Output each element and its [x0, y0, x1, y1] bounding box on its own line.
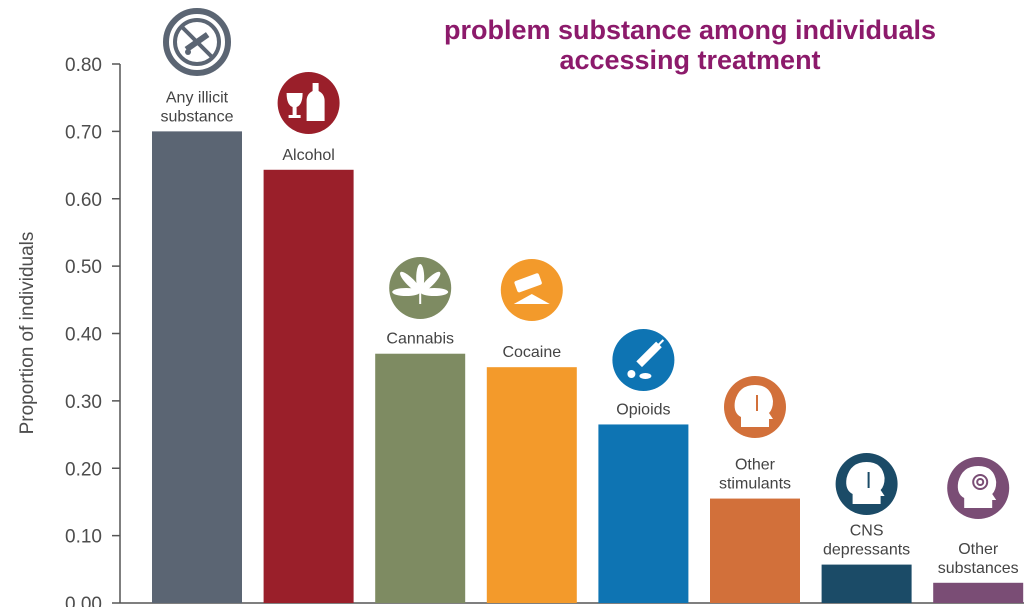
bar	[821, 564, 912, 603]
category-icons	[163, 8, 1010, 519]
y-tick-label: 0.10	[65, 527, 102, 548]
y-tick-label: 0.00	[65, 594, 102, 607]
y-tick-label: 0.70	[65, 122, 102, 143]
bar-label: Cannabis	[386, 331, 454, 348]
y-axis-title: Proportion of individuals	[17, 232, 38, 435]
y-tick-label: 0.20	[65, 459, 102, 480]
bar	[263, 169, 354, 603]
bar	[598, 424, 689, 603]
y-tick-label: 0.40	[65, 325, 102, 346]
bar-label: substances	[938, 560, 1019, 577]
wine-bottle-icon	[277, 72, 340, 134]
bars: Any illicit substance Alcohol Cannabis Cocai…	[152, 89, 1024, 603]
syringe-pills-icon	[612, 329, 675, 391]
chart-title-line-3: accessing treatment	[559, 45, 821, 75]
bar-label: CNS	[850, 523, 884, 540]
bar	[486, 367, 577, 603]
bar-label: depressants	[823, 542, 910, 559]
y-tick-label: 0.50	[65, 257, 102, 278]
bar-label: Opioids	[616, 401, 670, 418]
chart-title-line-2: problem substance among individuals	[443, 15, 937, 45]
y-tick-label: 0.60	[65, 190, 102, 211]
bar	[933, 582, 1024, 603]
bar-label: stimulants	[719, 476, 791, 493]
bar	[710, 498, 800, 603]
razor-blade-icon	[500, 259, 563, 321]
bar	[375, 353, 466, 603]
head-spiral-icon	[947, 457, 1010, 519]
bar-label: Any illicit	[166, 89, 229, 106]
y-tick-label: 0.30	[65, 392, 102, 413]
bar-label: Other	[958, 541, 999, 558]
bar-label: substance	[161, 108, 234, 125]
bar-label: Other	[735, 457, 776, 474]
bar-label: Cocaine	[502, 344, 561, 361]
y-tick-label: 0.80	[65, 55, 102, 76]
chart-title: problem substance among individuals acce…	[380, 0, 1000, 75]
cannabis-leaf-icon	[389, 257, 452, 319]
bar	[152, 131, 242, 603]
no-drugs-icon	[163, 8, 231, 76]
axes: 0.00 0.10 0.20 0.30 0.40 0.50 0.60 0.70 0.80 Prop…	[17, 55, 1024, 607]
head-brain-arrow-down-icon	[835, 453, 898, 515]
bar-label: Alcohol	[282, 147, 334, 164]
head-brain-arrow-icon	[724, 376, 786, 438]
